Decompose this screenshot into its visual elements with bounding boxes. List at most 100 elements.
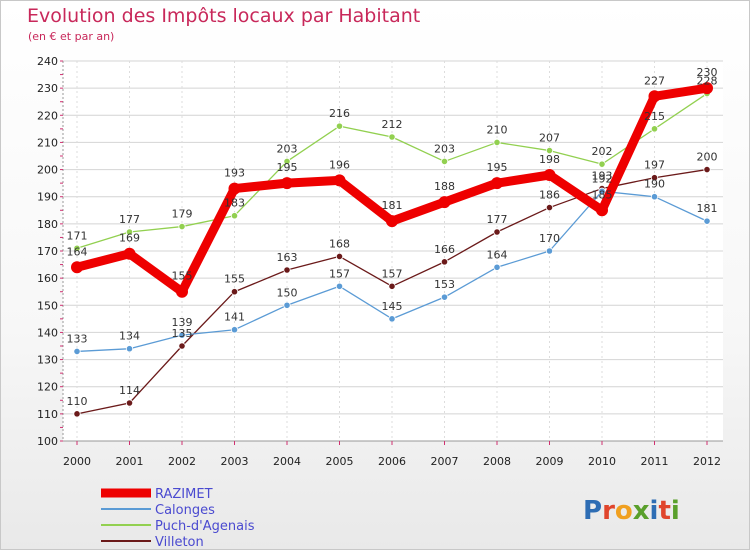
data-label-puch-d-agenais: 228 <box>697 75 718 88</box>
data-point-calonges <box>388 315 396 323</box>
data-point-calonges <box>283 301 291 309</box>
data-point-calonges <box>230 326 239 334</box>
data-label-puch-d-agenais: 203 <box>434 142 455 155</box>
data-point-puch-d-agenais <box>440 157 449 166</box>
data-label-calonges: 153 <box>434 278 455 291</box>
data-label-razimet: 164 <box>67 245 88 258</box>
data-point-puch-d-agenais <box>598 160 606 168</box>
data-point-puch-d-agenais <box>283 157 291 166</box>
data-label-puch-d-agenais: 171 <box>67 229 88 242</box>
y-tick-label: 100 <box>37 435 58 448</box>
data-point-villeton <box>230 288 239 296</box>
legend-label-puch-d-agenais: Puch-d'Agenais <box>155 519 255 534</box>
y-tick-label: 160 <box>37 272 58 285</box>
data-point-villeton <box>703 165 711 174</box>
data-label-razimet: 181 <box>382 199 403 212</box>
data-label-villeton: 155 <box>224 273 245 286</box>
x-tick-label: 2002 <box>168 455 196 468</box>
data-label-razimet: 198 <box>539 153 560 166</box>
data-label-razimet: 155 <box>172 270 193 283</box>
y-tick-label: 110 <box>37 408 58 421</box>
data-label-razimet: 230 <box>697 66 718 79</box>
y-tick-label: 130 <box>37 354 58 367</box>
data-label-razimet: 185 <box>592 188 613 201</box>
data-point-villeton <box>650 174 659 182</box>
x-tick-label: 2007 <box>431 455 459 468</box>
data-point-razimet <box>596 204 608 217</box>
data-label-villeton: 163 <box>277 251 298 264</box>
data-label-calonges: 133 <box>67 332 88 345</box>
y-tick-label: 230 <box>37 82 58 95</box>
data-label-razimet: 169 <box>119 232 140 245</box>
data-point-villeton <box>178 342 186 350</box>
data-label-razimet: 193 <box>224 167 245 180</box>
data-point-razimet <box>438 196 451 209</box>
data-label-villeton: 110 <box>67 395 88 408</box>
data-point-razimet <box>701 82 713 95</box>
data-point-villeton <box>440 258 449 266</box>
data-label-puch-d-agenais: 215 <box>644 110 665 123</box>
data-label-calonges: 190 <box>644 178 665 191</box>
data-label-villeton: 166 <box>434 243 455 256</box>
x-tick-label: 2000 <box>63 455 91 468</box>
x-tick-label: 2003 <box>221 455 249 468</box>
data-label-villeton: 193 <box>592 170 613 183</box>
legend-label-razimet: RAZIMET <box>155 487 213 502</box>
data-point-calonges <box>178 331 186 339</box>
data-label-puch-d-agenais: 212 <box>382 118 403 131</box>
data-point-calonges <box>650 193 659 201</box>
data-label-calonges: 150 <box>277 286 298 299</box>
data-label-villeton: 197 <box>644 159 665 172</box>
y-tick-label: 240 <box>37 55 58 68</box>
data-point-razimet <box>123 247 136 260</box>
proxiti-logo[interactable]: Proxiti <box>583 496 680 526</box>
data-label-puch-d-agenais: 202 <box>592 145 613 158</box>
y-tick-label: 190 <box>37 191 58 204</box>
data-point-razimet <box>333 174 346 187</box>
data-point-razimet <box>176 285 188 298</box>
data-label-villeton: 200 <box>697 151 718 164</box>
x-tick-label: 2011 <box>641 455 669 468</box>
data-point-razimet <box>281 177 293 190</box>
data-point-puch-d-agenais <box>493 138 501 147</box>
data-label-puch-d-agenais: 183 <box>224 197 245 210</box>
data-label-calonges: 157 <box>329 267 350 280</box>
data-label-villeton: 135 <box>172 327 193 340</box>
data-point-calonges <box>493 263 501 271</box>
x-tick-label: 2012 <box>693 455 721 468</box>
data-point-calonges <box>440 293 449 301</box>
data-label-villeton: 114 <box>119 384 140 397</box>
data-point-calonges <box>335 282 344 290</box>
chart-title: Evolution des Impôts locaux par Habitant <box>27 5 421 27</box>
data-label-calonges: 145 <box>382 300 403 313</box>
data-label-villeton: 157 <box>382 267 403 280</box>
x-tick-label: 2006 <box>378 455 406 468</box>
y-tick-label: 200 <box>37 164 58 177</box>
data-point-puch-d-agenais <box>650 125 659 133</box>
data-point-razimet <box>228 182 241 195</box>
data-point-calonges <box>73 347 81 356</box>
data-label-puch-d-agenais: 207 <box>539 132 560 145</box>
data-point-puch-d-agenais <box>73 244 81 252</box>
data-point-villeton <box>545 203 554 212</box>
data-label-calonges: 139 <box>172 316 193 329</box>
x-tick-label: 2009 <box>536 455 564 468</box>
data-point-razimet <box>648 90 661 103</box>
data-point-puch-d-agenais <box>545 146 554 155</box>
data-label-razimet: 188 <box>434 180 455 193</box>
data-point-villeton <box>73 410 81 418</box>
data-label-puch-d-agenais: 216 <box>329 107 350 120</box>
data-label-calonges: 134 <box>119 330 140 343</box>
data-label-puch-d-agenais: 210 <box>487 123 508 136</box>
y-tick-label: 140 <box>37 326 58 339</box>
chart-subtitle: (en € et par an) <box>28 30 115 43</box>
data-label-razimet: 196 <box>329 158 350 171</box>
data-label-calonges: 192 <box>592 172 613 185</box>
legend-label-villeton: Villeton <box>155 535 204 550</box>
data-point-puch-d-agenais <box>335 122 344 130</box>
data-point-villeton <box>283 266 291 274</box>
data-point-puch-d-agenais <box>125 228 134 236</box>
data-point-calonges <box>598 187 606 195</box>
data-label-villeton: 177 <box>487 213 508 226</box>
